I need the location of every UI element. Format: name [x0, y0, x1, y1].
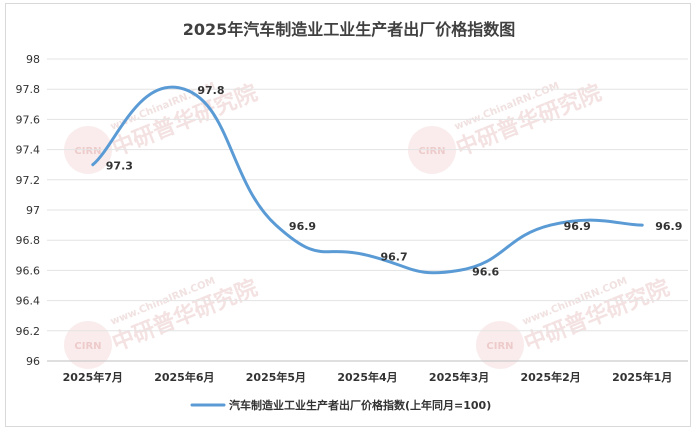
data-label: 96.9 — [655, 220, 682, 233]
watermark-badge — [476, 321, 524, 369]
data-label: 96.9 — [564, 220, 591, 233]
x-tick-label: 2025年6月 — [154, 370, 214, 384]
y-tick-label: 96 — [26, 355, 40, 368]
watermark-badge-text: CIRN — [74, 341, 101, 352]
y-tick-label: 97.6 — [16, 113, 41, 126]
y-tick-label: 97.4 — [16, 144, 41, 157]
y-tick-label: 97 — [26, 204, 40, 217]
y-tick-label: 96.8 — [16, 234, 41, 247]
chart-frame — [5, 3, 691, 427]
x-tick-label: 2025年3月 — [429, 370, 489, 384]
x-tick-label: 2025年4月 — [337, 370, 397, 384]
legend: 汽车制造业工业生产者出厂价格指数(上年同月=100) — [190, 398, 491, 412]
chart-title: 2025年汽车制造业工业生产者出厂价格指数图 — [183, 20, 516, 39]
y-tick-label: 96.2 — [16, 325, 41, 338]
y-tick-label: 98 — [26, 53, 40, 66]
legend-label: 汽车制造业工业生产者出厂价格指数(上年同月=100) — [229, 398, 491, 412]
y-tick-label: 96.6 — [16, 264, 41, 277]
data-label: 96.7 — [381, 250, 408, 263]
y-tick-label: 96.4 — [16, 295, 41, 308]
y-tick-label: 97.2 — [16, 174, 41, 187]
gridlines — [47, 58, 688, 362]
x-tick-label: 2025年2月 — [521, 370, 581, 384]
x-tick-label: 2025年7月 — [63, 370, 123, 384]
data-label: 97.3 — [106, 160, 133, 173]
x-tick-label: 2025年1月 — [612, 370, 672, 384]
data-label: 96.6 — [472, 265, 499, 278]
x-tick-label: 2025年5月 — [246, 370, 306, 384]
data-label: 96.9 — [289, 220, 316, 233]
series-line — [91, 85, 644, 275]
watermark-badge-text: CIRN — [74, 146, 101, 157]
y-axis: 96 96.2 96.4 96.6 96.8 97 97.2 97.4 97.6 97.8 98 — [16, 53, 41, 368]
series-layer — [91, 85, 644, 275]
data-label: 97.8 — [197, 84, 224, 97]
x-axis: 2025年7月 2025年6月 2025年5月 2025年4月 2025年3月 2025年… — [63, 370, 673, 384]
watermark-badge-text: CIRN — [486, 341, 513, 352]
watermark-badge-text: CIRN — [418, 146, 445, 157]
y-tick-label: 97.8 — [16, 83, 41, 96]
watermark-badge — [64, 321, 112, 369]
data-labels: 97.3 97.8 96.9 96.7 96.6 96.9 96.9 — [106, 84, 683, 278]
